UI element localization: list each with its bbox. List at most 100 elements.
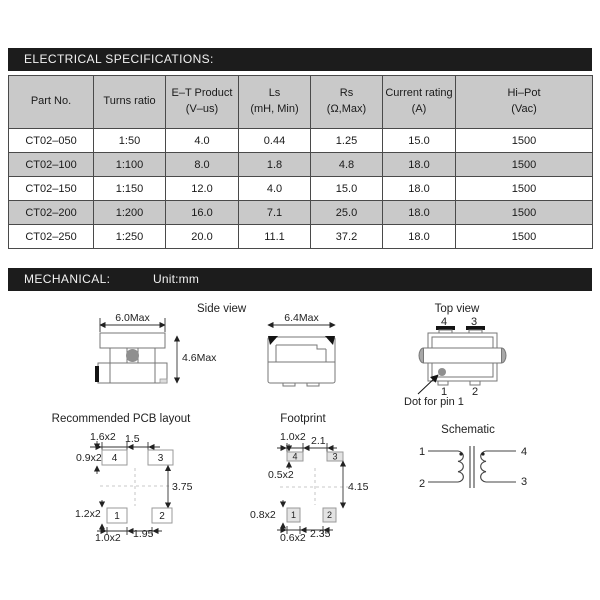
- fp-pad-2: [322, 507, 337, 523]
- table-row: CT02–150 1:150 12.0 4.0 15.0 18.0 1500: [8, 176, 593, 201]
- polarity-dot-secondary: [481, 452, 485, 456]
- cell-ls: 11.1: [238, 224, 311, 249]
- pcb-bottom-gap: 1.95: [133, 528, 154, 540]
- secondary-winding: [480, 450, 516, 483]
- electrical-section-title: ELECTRICAL SPECIFICATIONS:: [24, 52, 214, 66]
- fp-pad3-label: 3: [332, 452, 337, 462]
- top-pin1-label: 1: [441, 386, 447, 398]
- cell-current-rating: 18.0: [382, 152, 456, 177]
- pcb-pad-4: [101, 449, 128, 466]
- fp-top-gap: 2.1: [311, 435, 326, 447]
- cell-current-rating: 15.0: [382, 128, 456, 153]
- fp-row-pitch: 4.15: [348, 481, 369, 493]
- cell-current-rating: 18.0: [382, 200, 456, 225]
- cell-rs: 15.0: [310, 176, 383, 201]
- cell-et-product: 4.0: [165, 128, 239, 153]
- pcb-pad-3: [147, 449, 174, 466]
- cell-hi-pot: 1500: [455, 200, 593, 225]
- cell-rs: 37.2: [310, 224, 383, 249]
- table-row: CT02–200 1:200 16.0 7.1 25.0 18.0 1500: [8, 200, 593, 225]
- col-header-rs: Rs (Ω,Max): [310, 75, 383, 129]
- fp-top-pad-size: 1.0x2: [280, 431, 306, 443]
- cell-part-no: CT02–150: [8, 176, 94, 201]
- pcb-bottom-pad-height: 1.2x2: [75, 508, 101, 520]
- unit-label: Unit:mm: [153, 272, 200, 286]
- front-height-dim: 4.6Max: [182, 352, 217, 364]
- side-view-label: Side view: [197, 303, 247, 315]
- fp-pad-3: [326, 451, 344, 462]
- col-header-et-product: E–T Product (V–us): [165, 75, 239, 129]
- table-row: CT02–050 1:50 4.0 0.44 1.25 15.0 1500: [8, 128, 593, 153]
- schematic-pin1-label: 1: [419, 446, 425, 458]
- fp-pad2-label: 2: [327, 510, 332, 520]
- cell-hi-pot: 1500: [455, 224, 593, 249]
- schematic-pin4-label: 4: [521, 446, 527, 458]
- cell-current-rating: 18.0: [382, 176, 456, 201]
- cell-et-product: 16.0: [165, 200, 239, 225]
- fp-pad4-label: 4: [292, 452, 297, 462]
- cell-et-product: 12.0: [165, 176, 239, 201]
- pcb-layout-title: Recommended PCB layout: [52, 413, 192, 425]
- primary-winding: [428, 450, 464, 483]
- cell-part-no: CT02–100: [8, 152, 94, 177]
- cell-turns-ratio: 1:50: [93, 128, 166, 153]
- top-pin4-label: 4: [441, 316, 447, 328]
- top-pin3-label: 3: [471, 316, 477, 328]
- cell-part-no: CT02–200: [8, 200, 94, 225]
- cell-hi-pot: 1500: [455, 152, 593, 177]
- col-header-turns-ratio: Turns ratio: [93, 75, 166, 129]
- front-view-diagram: Side view 6.0Max 4.6Max: [95, 303, 247, 384]
- top-view-diagram: Top view 4 3 1 2 Dot for pin 1: [404, 303, 507, 408]
- col-header-hi-pot: Hi–Pot (Vac): [455, 75, 593, 129]
- cell-hi-pot: 1500: [455, 128, 593, 153]
- cell-ls: 1.8: [238, 152, 311, 177]
- cell-turns-ratio: 1:150: [93, 176, 166, 201]
- electrical-spec-table: Part No. Turns ratio E–T Product (V–us) …: [8, 75, 593, 249]
- fp-bottom-pad-height: 0.8x2: [250, 509, 276, 521]
- pcb-pad-2: [151, 507, 173, 524]
- section-header-mechanical: MECHANICAL: Unit:mm: [8, 268, 592, 291]
- side-view-diagram: 6.4Max: [267, 312, 336, 387]
- col-header-current-rating: Current rating (A): [382, 75, 456, 129]
- fp-pad-4: [286, 451, 304, 462]
- fp-pad1-label: 1: [291, 510, 296, 520]
- fp-top-pad-height: 0.5x2: [268, 469, 294, 481]
- pcb-row-pitch: 3.75: [172, 481, 193, 493]
- pcb-pad1-label: 1: [114, 511, 120, 522]
- schematic-pin2-label: 2: [419, 478, 425, 490]
- cell-turns-ratio: 1:200: [93, 200, 166, 225]
- pcb-bottom-pad-size: 1.0x2: [95, 532, 121, 544]
- table-row: CT02–100 1:100 8.0 1.8 4.8 18.0 1500: [8, 152, 593, 177]
- fp-bottom-gap: 2.35: [310, 528, 331, 540]
- side-width-dim: 6.4Max: [284, 312, 319, 324]
- col-header-part-no: Part No.: [8, 75, 94, 129]
- footprint-title: Footprint: [280, 413, 326, 425]
- pin1-dot: [438, 368, 446, 376]
- schematic-diagram: Schematic 1 2 4 3: [419, 424, 527, 490]
- pcb-top-pad-size: 1.6x2: [90, 431, 116, 443]
- pcb-top-pad-height: 0.9x2: [76, 452, 102, 464]
- front-center-dot: [126, 349, 139, 362]
- polarity-dot-primary: [459, 452, 463, 456]
- cell-turns-ratio: 1:250: [93, 224, 166, 249]
- cell-part-no: CT02–250: [8, 224, 94, 249]
- schematic-title: Schematic: [441, 424, 495, 436]
- front-width-dim: 6.0Max: [115, 312, 150, 324]
- table-header-row: Part No. Turns ratio E–T Product (V–us) …: [8, 75, 593, 129]
- pcb-layout-diagram: Recommended PCB layout 1.6x2 1.5 0.9x2 4…: [52, 413, 193, 544]
- footprint-diagram: Footprint 1.0x2 2.1 4 3 0.5x2 4.15 0.8x2…: [250, 413, 369, 544]
- fp-pad-1: [286, 507, 301, 523]
- pcb-pad3-label: 3: [158, 453, 164, 464]
- pcb-pad-1: [106, 507, 128, 524]
- cell-hi-pot: 1500: [455, 176, 593, 201]
- schematic-pin3-label: 3: [521, 476, 527, 488]
- cell-et-product: 20.0: [165, 224, 239, 249]
- section-header-electrical: ELECTRICAL SPECIFICATIONS:: [8, 48, 592, 71]
- pcb-top-gap: 1.5: [125, 433, 140, 445]
- top-view-label: Top view: [435, 303, 480, 315]
- top-pad-4: [436, 326, 455, 330]
- dot-for-pin1-note: Dot for pin 1: [404, 396, 464, 408]
- table-row: CT02–250 1:250 20.0 11.1 37.2 18.0 1500: [8, 224, 593, 249]
- fp-bottom-pad-size: 0.6x2: [280, 532, 306, 544]
- mechanical-section-title: MECHANICAL:: [24, 272, 111, 286]
